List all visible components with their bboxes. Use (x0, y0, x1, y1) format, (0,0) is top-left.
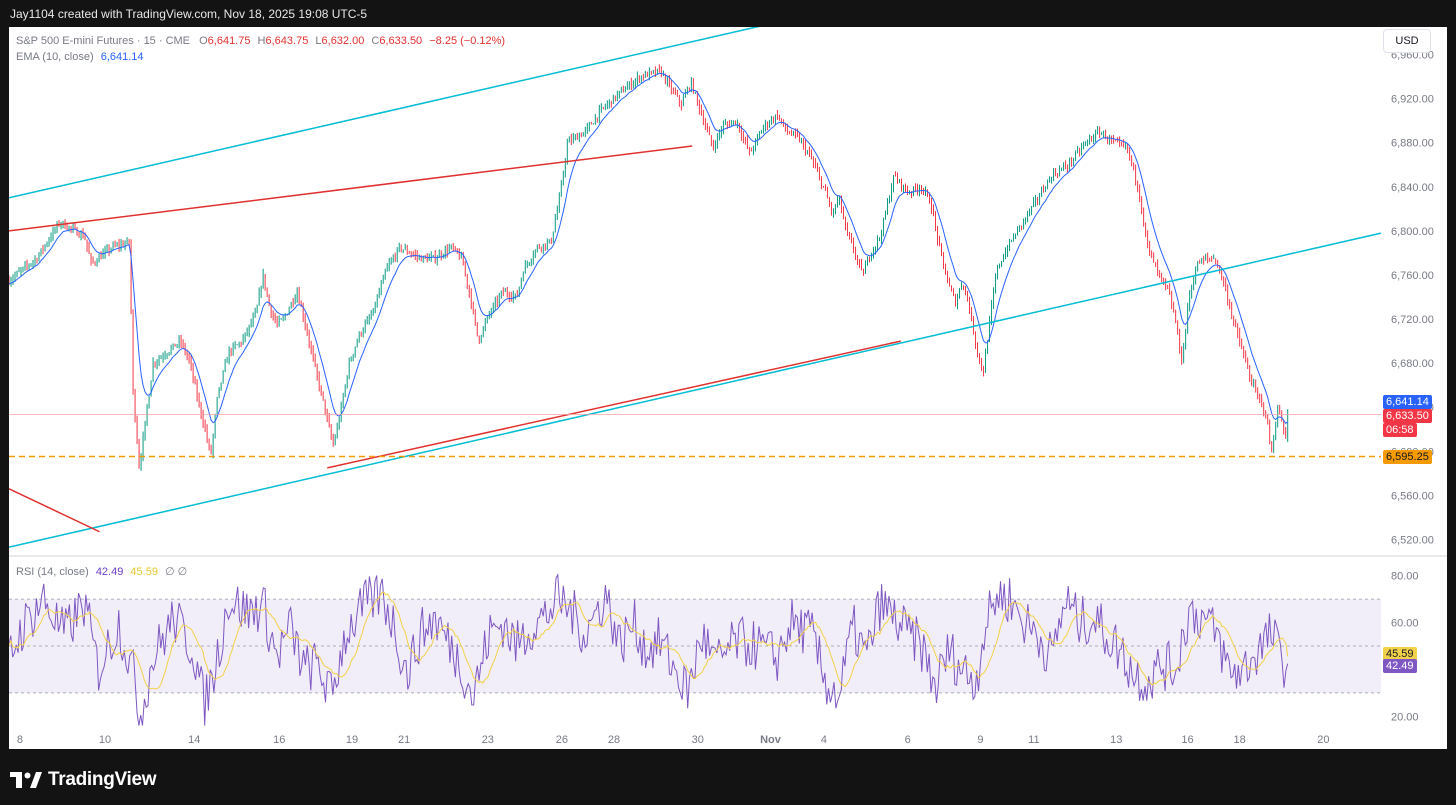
price-tick-label: 6,920.00 (1391, 94, 1434, 106)
time-tick-label: 30 (692, 734, 704, 746)
main-legend: S&P 500 E-mini Futures · 15 · CME O6,641… (16, 33, 505, 65)
time-tick-label: 18 (1234, 734, 1246, 746)
price-tick-label: 6,880.00 (1391, 138, 1434, 150)
close-label: C (371, 35, 380, 47)
time-tick-label: 13 (1110, 734, 1122, 746)
rsi-ma-tag: 45.59 (1383, 647, 1417, 662)
ema-value: 6,641.14 (100, 51, 144, 63)
trendline (9, 232, 1382, 548)
candles-layer (9, 64, 1289, 471)
time-tick-label: 26 (556, 734, 568, 746)
overlay-lines-layer (9, 27, 1382, 548)
currency-button[interactable]: USD (1383, 29, 1431, 53)
ema-label: EMA (10, close) (16, 51, 94, 63)
time-tick-label: 20 (1317, 734, 1329, 746)
trendline (9, 488, 100, 533)
footer-bar: TradingView (0, 749, 1456, 805)
tradingview-logo-icon (10, 772, 42, 788)
time-tick-label: 14 (188, 734, 200, 746)
time-tick-label: 8 (17, 734, 23, 746)
trendline (9, 27, 760, 199)
rsi-ma-line (9, 591, 1289, 690)
time-tick-label: 21 (398, 734, 410, 746)
chart-panel[interactable]: 6,520.006,560.006,600.006,640.006,680.00… (9, 27, 1447, 749)
price-tick-label: 6,560.00 (1391, 490, 1434, 502)
rsi-tick-label: 20.00 (1391, 711, 1419, 723)
time-tick-label: 10 (99, 734, 111, 746)
time-tick-label: 4 (821, 734, 827, 746)
close-value: 6,633.50 (379, 35, 423, 47)
last-price-tag: 6,633.50 (1383, 409, 1432, 424)
time-tick-label: Nov (760, 734, 782, 746)
rsi-layer (9, 573, 1289, 726)
rsi-label: RSI (14, close) (16, 566, 89, 578)
time-tick-label: 9 (977, 734, 983, 746)
high-value: 6,643.75 (265, 35, 309, 47)
symbol-label: S&P 500 E-mini Futures · 15 · CME (16, 35, 191, 47)
price-tick-label: 6,760.00 (1391, 270, 1434, 282)
ema-row: EMA (10, close) 6,641.14 (16, 49, 505, 65)
price-tick-label: 6,680.00 (1391, 358, 1434, 370)
trendline (327, 340, 901, 469)
ema-line (9, 72, 1289, 425)
rsi-legend: RSI (14, close) 42.49 45.59 ∅ ∅ (16, 565, 187, 578)
chart-canvas[interactable]: 6,520.006,560.006,600.006,640.006,680.00… (9, 27, 1447, 749)
time-tick-label: 23 (482, 734, 494, 746)
open-value: 6,641.75 (207, 35, 251, 47)
rsi-tick-label: 60.00 (1391, 618, 1419, 630)
rsi-value: 42.49 (95, 566, 124, 578)
price-tick-label: 6,720.00 (1391, 314, 1434, 326)
countdown-tag: 06:58 (1383, 423, 1417, 438)
rsi-tick-label: 80.00 (1391, 571, 1419, 583)
time-tick-label: 19 (346, 734, 358, 746)
time-tick-label: 16 (1181, 734, 1193, 746)
tradingview-wordmark: TradingView (48, 769, 157, 790)
rsi-extra-values: ∅ ∅ (165, 566, 188, 578)
time-tick-label: 11 (1028, 734, 1039, 746)
time-tick-label: 16 (273, 734, 285, 746)
rsi-band-layer (9, 598, 1381, 694)
time-tick-label: 6 (905, 734, 911, 746)
price-tick-label: 6,800.00 (1391, 226, 1434, 238)
attribution-text: Jay1104 created with TradingView.com, No… (10, 7, 368, 21)
time-tick-label: 28 (608, 734, 620, 746)
ema-price-tag: 6,641.14 (1383, 394, 1432, 409)
low-value: 6,632.00 (321, 35, 365, 47)
attribution-bar: Jay1104 created with TradingView.com, No… (0, 0, 1456, 27)
level-price-tag: 6,595.25 (1383, 449, 1432, 464)
trendline (9, 145, 693, 232)
low-label: L (315, 35, 322, 47)
rsi-line (9, 573, 1289, 726)
change-value: −8.25 (−0.12%) (429, 35, 506, 47)
high-label: H (257, 35, 266, 47)
open-label: O (199, 35, 208, 47)
price-tick-label: 6,520.00 (1391, 534, 1434, 546)
rsi-ma-value: 45.59 (130, 566, 158, 578)
rsi-tag: 42.49 (1383, 658, 1417, 673)
price-tick-label: 6,840.00 (1391, 182, 1434, 194)
ohlc-row: S&P 500 E-mini Futures · 15 · CME O6,641… (16, 33, 505, 49)
tradingview-logo[interactable]: TradingView (10, 769, 157, 791)
